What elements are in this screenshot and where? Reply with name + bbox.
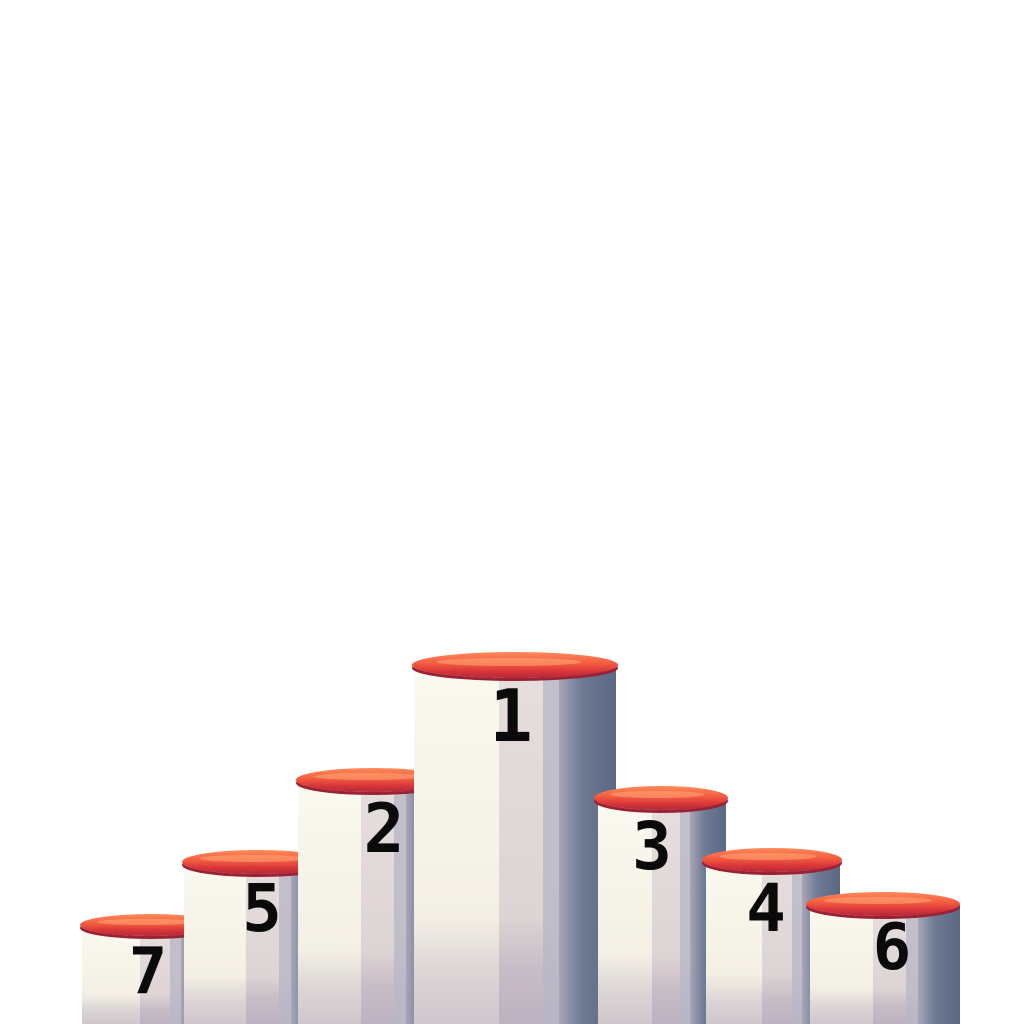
podium-2-number: 2	[363, 790, 405, 869]
podium-6-rim	[806, 892, 960, 916]
podium-1	[414, 664, 616, 1024]
podium-7-number: 7	[128, 935, 168, 1009]
podium-1-number: 1	[489, 674, 533, 758]
podium-6-number: 6	[872, 911, 912, 985]
podium-1-rim	[412, 652, 618, 678]
podium-6	[810, 904, 960, 1024]
podium-3-rim	[594, 786, 728, 810]
podium-3-number: 3	[632, 808, 672, 885]
podium-5-number: 5	[242, 870, 282, 947]
podium-4-number: 4	[746, 870, 786, 947]
podium-4-rim	[702, 848, 842, 872]
